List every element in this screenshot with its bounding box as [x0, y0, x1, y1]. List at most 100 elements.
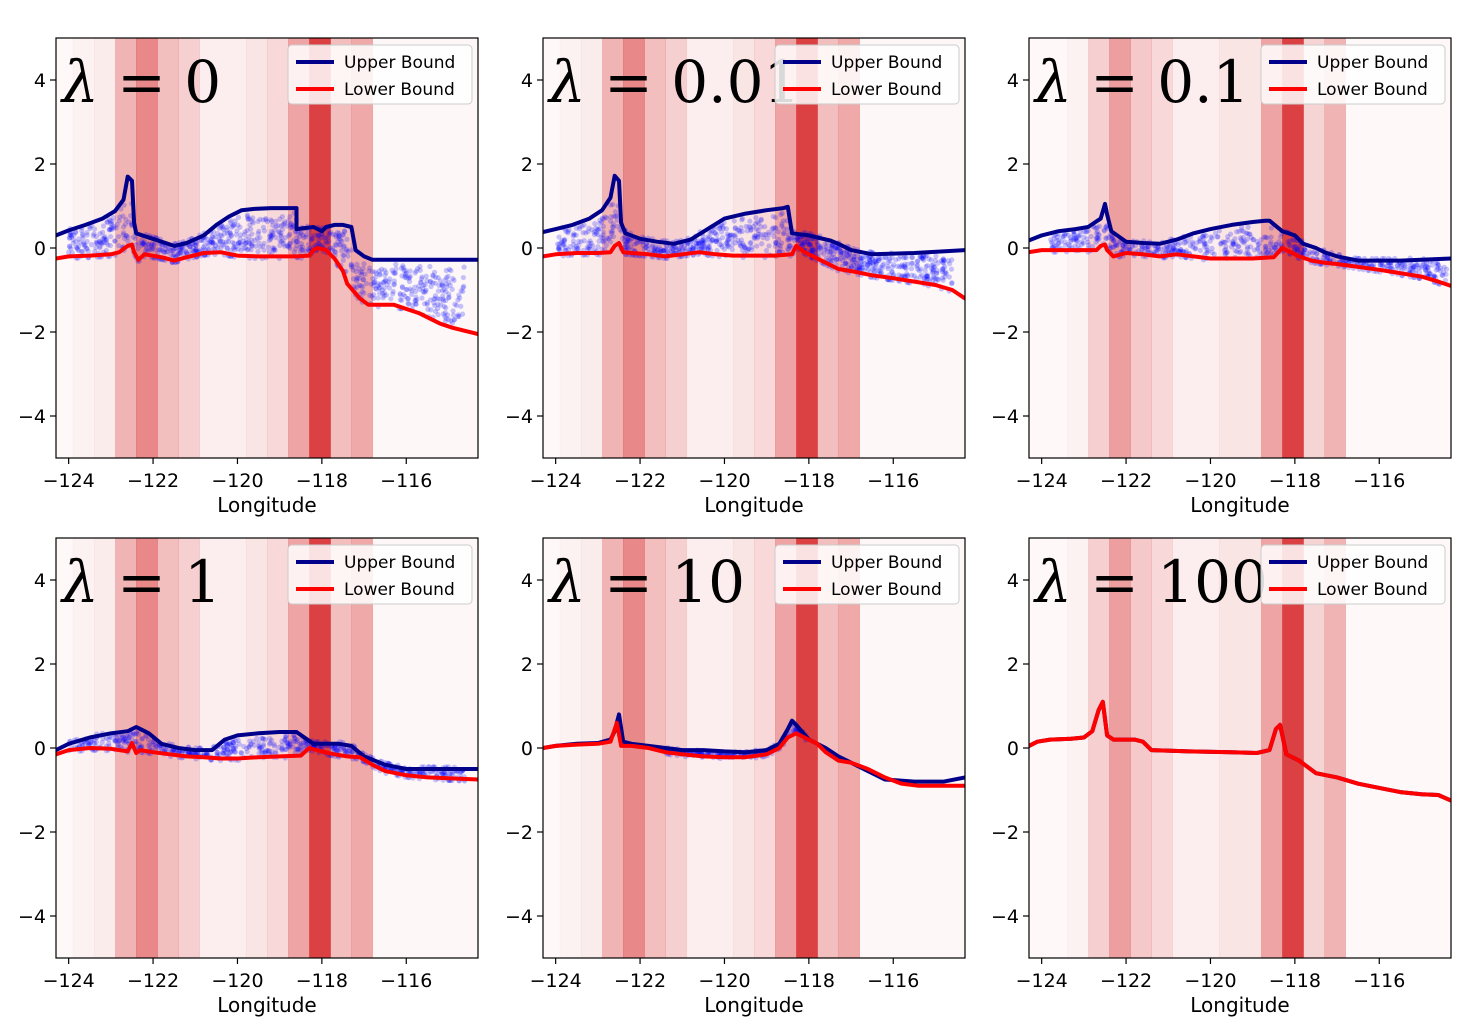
- sample-point: [182, 750, 188, 756]
- shade-band: [1172, 38, 1220, 458]
- sample-point: [329, 245, 336, 251]
- sample-point: [614, 223, 620, 229]
- sample-point: [341, 252, 347, 258]
- sample-point: [275, 223, 281, 229]
- upper-bound-line: [56, 725, 478, 771]
- sample-point: [875, 255, 881, 261]
- sample-point: [443, 297, 449, 304]
- sample-point: [247, 216, 253, 222]
- sample-point: [1411, 263, 1417, 270]
- sample-point: [138, 242, 144, 249]
- sample-point: [600, 216, 606, 222]
- sample-point: [373, 274, 379, 280]
- sample-point: [392, 270, 398, 276]
- sample-point: [1074, 238, 1080, 244]
- sample-point: [730, 232, 736, 238]
- sample-point: [910, 260, 916, 266]
- sample-point: [869, 255, 875, 262]
- sample-point: [424, 300, 430, 306]
- sample-point: [1440, 272, 1446, 278]
- sample-point: [106, 227, 112, 233]
- sample-point: [887, 258, 893, 264]
- sample-point: [420, 285, 426, 291]
- sample-point: [1174, 247, 1180, 253]
- sample-point: [1409, 266, 1415, 272]
- sample-point: [844, 250, 850, 256]
- x-tick-label: −120: [698, 970, 750, 992]
- sample-point: [439, 288, 445, 294]
- sample-point: [597, 217, 603, 224]
- sample-point: [756, 220, 762, 227]
- sample-point: [1325, 255, 1331, 261]
- sample-point: [371, 283, 377, 289]
- sample-point: [348, 262, 354, 268]
- sample-point: [600, 232, 606, 238]
- sample-point: [344, 749, 350, 755]
- sample-point: [267, 233, 273, 239]
- sample-point: [876, 268, 883, 274]
- sample-point: [158, 247, 164, 253]
- sample-point: [785, 247, 792, 253]
- sample-point: [308, 236, 314, 242]
- sample-point: [1164, 244, 1171, 250]
- sample-point: [109, 218, 115, 224]
- sample-point: [853, 260, 859, 266]
- sample-point: [209, 239, 215, 245]
- sample-point: [645, 242, 651, 249]
- sample-point: [593, 228, 599, 235]
- sample-point: [924, 272, 930, 278]
- sample-point: [849, 259, 855, 265]
- sample-point: [1422, 265, 1428, 271]
- sample-point: [279, 746, 285, 752]
- sample-point: [284, 223, 290, 229]
- sample-point: [1236, 243, 1242, 249]
- sample-point: [827, 249, 833, 255]
- sample-point: [1211, 251, 1217, 257]
- sample-point: [775, 242, 782, 248]
- sample-point: [882, 254, 889, 261]
- legend-label: Upper Bound: [344, 553, 455, 573]
- lambda-label: λ = 0.01: [547, 48, 800, 116]
- sample-point: [836, 245, 842, 252]
- sample-point: [288, 741, 294, 747]
- sample-point: [456, 313, 462, 320]
- sample-point: [122, 235, 128, 242]
- sample-point: [440, 771, 446, 777]
- sample-point: [690, 243, 697, 249]
- sample-point: [80, 232, 86, 239]
- x-tick-label: −120: [211, 970, 263, 992]
- sample-point: [276, 230, 282, 236]
- sample-point: [397, 292, 404, 298]
- sample-point: [91, 231, 97, 237]
- sample-point: [284, 740, 290, 746]
- sample-point: [157, 247, 163, 253]
- sample-point: [899, 273, 905, 279]
- sample-point: [298, 241, 305, 247]
- sample-point: [917, 274, 923, 280]
- shade-band: [665, 38, 687, 458]
- sample-point: [837, 252, 843, 258]
- sample-point: [227, 229, 233, 235]
- sample-point: [600, 238, 606, 244]
- sample-point: [345, 248, 351, 254]
- sample-point: [774, 249, 781, 255]
- sample-point: [772, 239, 779, 246]
- sample-point: [1238, 237, 1244, 243]
- sample-point: [245, 216, 251, 222]
- sample-point: [561, 241, 567, 247]
- sample-point: [1294, 247, 1300, 253]
- sample-point: [1401, 264, 1407, 271]
- sample-point: [305, 241, 312, 247]
- sample-point: [192, 242, 198, 248]
- sample-point: [449, 320, 456, 326]
- sample-point: [360, 277, 366, 283]
- sample-point: [799, 242, 805, 248]
- sample-point: [339, 238, 345, 245]
- sample-point: [90, 233, 96, 239]
- x-axis-label: Longitude: [704, 493, 803, 517]
- sample-point: [699, 240, 705, 246]
- sample-point: [1084, 236, 1090, 242]
- sample-point: [1120, 242, 1126, 248]
- sample-point: [1051, 236, 1057, 242]
- sample-point: [798, 240, 804, 246]
